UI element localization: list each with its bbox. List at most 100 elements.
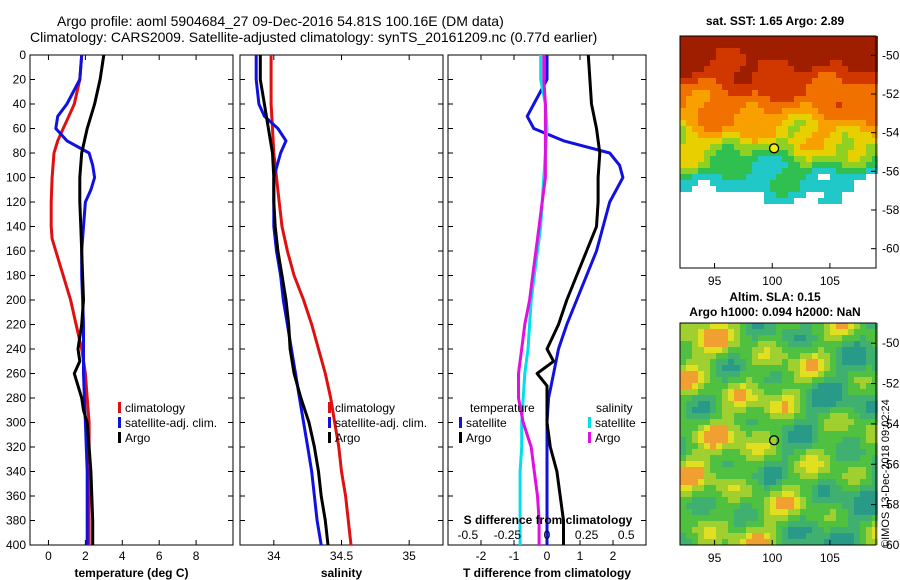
difference-legend-salinity-title: salinity <box>596 401 633 415</box>
sla-map-cell <box>710 395 716 401</box>
sst-map-cell <box>818 156 824 162</box>
sla-map-cell <box>680 389 686 395</box>
sla-map-cell <box>830 347 836 353</box>
sla-map-cell <box>704 329 710 335</box>
sla-map-cell <box>794 365 800 371</box>
sst-map-cell <box>764 180 770 186</box>
sst-map-cell <box>698 66 704 72</box>
sst-map-cell <box>758 90 764 96</box>
sla-map-cell <box>794 383 800 389</box>
sst-map-cell <box>794 120 800 126</box>
sst-map-cell <box>806 162 812 168</box>
sla-map-cell <box>776 521 782 527</box>
sla-map-cell <box>740 371 746 377</box>
sst-map-cell <box>860 72 866 78</box>
sla-map-cell <box>710 389 716 395</box>
sst-map-cell <box>758 48 764 54</box>
sla-map-cell <box>752 413 758 419</box>
sla-map-cell <box>830 455 836 461</box>
sst-map-cell <box>728 132 734 138</box>
sla-ytick-label: -56 <box>882 457 900 471</box>
sla-map-cell <box>746 389 752 395</box>
depth-tick-label: 80 <box>13 146 27 160</box>
sst-map-cell <box>836 102 842 108</box>
sla-map-cell <box>770 347 776 353</box>
sla-map-cell <box>716 449 722 455</box>
sla-map-cell <box>680 467 686 473</box>
sla-map-cell <box>872 401 878 407</box>
sla-map-cell <box>830 449 836 455</box>
sla-map-cell <box>776 431 782 437</box>
sst-map-cell <box>680 48 686 54</box>
sst-map-cell <box>866 120 872 126</box>
sla-map-cell <box>776 491 782 497</box>
sla-map-cell <box>854 515 860 521</box>
sla-map-cell <box>728 407 734 413</box>
sla-map-cell <box>818 473 824 479</box>
sla-map-cell <box>788 473 794 479</box>
sla-map-cell <box>794 323 800 329</box>
sla-map-cell <box>860 527 866 533</box>
sst-map-cell <box>692 66 698 72</box>
sla-map-cell <box>704 491 710 497</box>
sla-map-cell <box>788 419 794 425</box>
sla-map-cell <box>776 503 782 509</box>
sst-map-cell <box>680 120 686 126</box>
sst-map-cell <box>872 66 878 72</box>
sla-map-cell <box>848 419 854 425</box>
sla-map-cell <box>740 461 746 467</box>
sla-map-cell <box>836 527 842 533</box>
sla-map-cell <box>860 425 866 431</box>
sst-map-cell <box>716 78 722 84</box>
sst-map-cell <box>818 120 824 126</box>
sst-map-cell <box>842 54 848 60</box>
sst-map-cell <box>824 144 830 150</box>
sla-map-cell <box>728 497 734 503</box>
sla-map-cell <box>836 395 842 401</box>
sla-map-cell <box>722 425 728 431</box>
sla-map-cell <box>734 455 740 461</box>
sla-map-cell <box>680 377 686 383</box>
sst-map-cell <box>866 84 872 90</box>
sst-map-cell <box>704 90 710 96</box>
sla-map-cell <box>854 437 860 443</box>
sla-map-cell <box>740 413 746 419</box>
sla-map-cell <box>794 485 800 491</box>
sla-map-cell <box>686 401 692 407</box>
sla-map-cell <box>722 491 728 497</box>
sla-map-cell <box>872 329 878 335</box>
sst-map-cell <box>698 150 704 156</box>
sst-map-cell <box>722 120 728 126</box>
sla-map-cell <box>728 419 734 425</box>
sst-map-cell <box>788 84 794 90</box>
sla-map-cell <box>818 521 824 527</box>
sla-map-cell <box>722 467 728 473</box>
sst-map-cell <box>824 156 830 162</box>
sst-map-cell <box>764 198 770 204</box>
sla-map-cell <box>704 347 710 353</box>
sst-map-cell <box>806 174 812 180</box>
sst-map-cell <box>872 132 878 138</box>
sst-map-cell <box>794 108 800 114</box>
sst-map-cell <box>782 144 788 150</box>
depth-tick-label: 140 <box>6 220 26 234</box>
sst-map-cell <box>680 60 686 66</box>
sla-map-cell <box>860 347 866 353</box>
sla-map-cell <box>770 467 776 473</box>
sst-map-cell <box>686 162 692 168</box>
temperature-xlabel: temperature (deg C) <box>74 566 188 580</box>
sst-map-cell <box>860 78 866 84</box>
sla-map-cell <box>728 431 734 437</box>
sla-map-cell <box>818 533 824 539</box>
sla-map-cell <box>848 467 854 473</box>
sst-map-cell <box>704 174 710 180</box>
sla-map-cell <box>704 359 710 365</box>
sla-map-cell <box>848 413 854 419</box>
sla-map-cell <box>740 539 746 545</box>
sla-map-cell <box>746 497 752 503</box>
sla-map-cell <box>728 461 734 467</box>
sst-map-cell <box>722 156 728 162</box>
sla-map-cell <box>716 353 722 359</box>
sla-map-cell <box>818 539 824 545</box>
sla-map-cell <box>824 347 830 353</box>
